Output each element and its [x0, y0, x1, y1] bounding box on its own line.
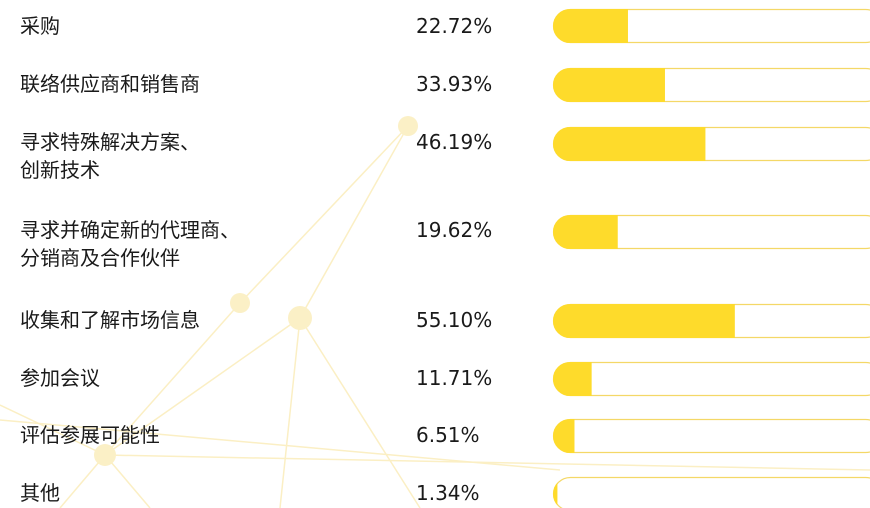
- value-label: 11.71%: [416, 366, 493, 390]
- category-label: 寻求特殊解决方案、 创新技术: [20, 130, 200, 182]
- bar: [553, 215, 618, 249]
- category-label: 其他: [20, 481, 60, 505]
- value-label: 1.34%: [416, 481, 480, 505]
- bar: [553, 127, 706, 161]
- category-label: 寻求并确定新的代理商、 分销商及合作伙伴: [20, 218, 240, 270]
- bar-track: [552, 361, 870, 397]
- category-label: 联络供应商和销售商: [20, 72, 200, 96]
- value-label: 33.93%: [416, 72, 493, 96]
- bar: [553, 68, 665, 102]
- background-decoration: [0, 125, 870, 508]
- value-label: 22.72%: [416, 14, 493, 38]
- value-label: 46.19%: [416, 130, 493, 154]
- bar: [553, 304, 735, 338]
- value-label: 6.51%: [416, 423, 480, 447]
- bar: [553, 477, 558, 508]
- bar: [553, 419, 575, 453]
- bar-track: [552, 476, 870, 508]
- category-label: 评估参展可能性: [20, 423, 160, 447]
- bar-track: [552, 418, 870, 454]
- category-label: 采购: [20, 14, 60, 38]
- category-label: 参加会议: [20, 366, 100, 390]
- background-dots: [94, 116, 418, 466]
- value-label: 55.10%: [416, 308, 493, 332]
- bar: [553, 9, 628, 43]
- category-label: 收集和了解市场信息: [20, 308, 200, 332]
- value-label: 19.62%: [416, 218, 493, 242]
- bar: [553, 362, 592, 396]
